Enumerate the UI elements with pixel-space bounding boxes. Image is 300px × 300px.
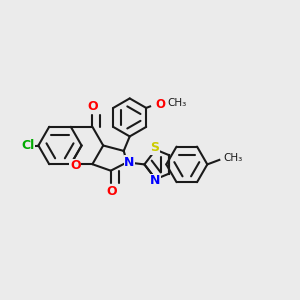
Text: O: O [70, 159, 81, 172]
Text: S: S [151, 141, 160, 154]
Text: Cl: Cl [21, 139, 34, 152]
Text: O: O [155, 98, 165, 111]
Text: O: O [87, 100, 98, 113]
Text: CH₃: CH₃ [167, 98, 186, 108]
Text: O: O [106, 185, 117, 198]
Text: CH₃: CH₃ [223, 153, 242, 164]
Text: N: N [150, 175, 160, 188]
Text: N: N [124, 156, 134, 169]
